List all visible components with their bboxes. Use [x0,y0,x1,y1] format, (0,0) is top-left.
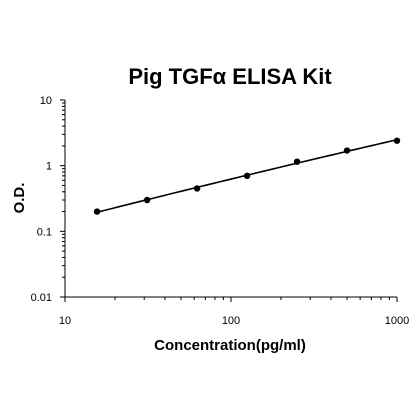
axes [64,100,397,298]
x-tick-label: 10 [59,315,71,327]
data-point [193,185,201,192]
y-tick-label: 0.01 [31,292,52,304]
y-axis-label: O.D. [11,183,28,214]
x-axis-label: Concentration(pg/ml) [154,337,306,354]
data-point [343,147,351,154]
data-point [293,158,301,165]
x-tick-label: 100 [222,315,240,327]
y-tick-label: 1 [46,161,52,173]
y-tick-label: 0.1 [37,226,52,238]
plot-area [93,137,401,215]
data-point [143,196,151,204]
x-axis-ticks: 10 100 1000 [59,297,409,327]
data-point [393,137,401,144]
y-tick-label: 10 [40,95,52,107]
x-tick-label: 1000 [385,315,409,327]
data-point [93,208,101,215]
chart-title: Pig TGFα ELISA Kit [128,64,332,89]
data-point [243,172,251,180]
y-axis-ticks: 0.01 0.1 1 10 [31,95,65,304]
